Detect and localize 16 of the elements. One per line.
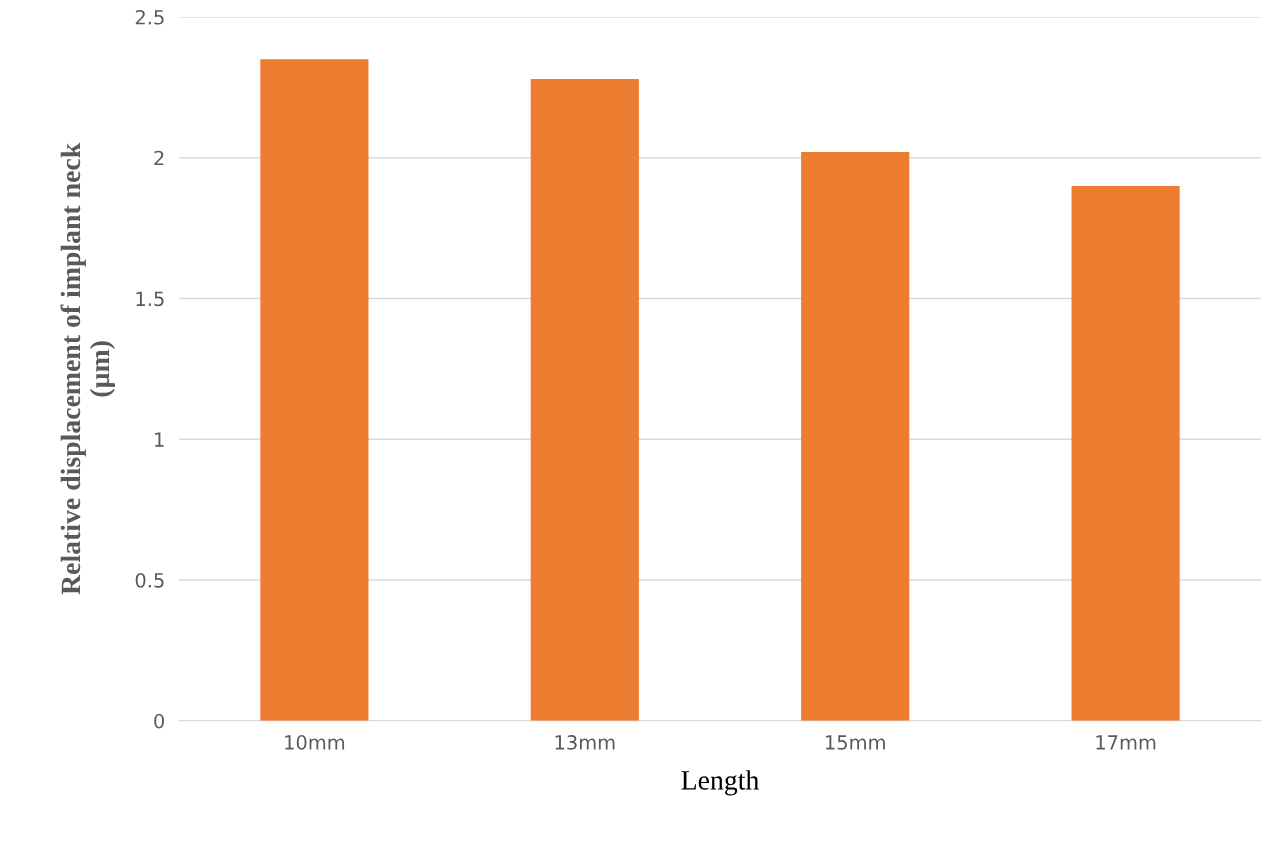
y-tick-label: 2	[154, 150, 164, 166]
x-tick-label: 15mm	[826, 735, 885, 750]
y-tick-label: 1.5	[136, 291, 164, 307]
x-axis-title: Length	[681, 770, 759, 796]
y-tick-label: 1	[155, 432, 164, 447]
y-tick-label: 0	[154, 713, 165, 729]
bar	[801, 152, 910, 721]
y-tick-label: 0.5	[135, 572, 164, 588]
x-tick-label: 10mm	[285, 735, 345, 750]
bar	[260, 59, 369, 721]
x-tick-label: 13mm	[555, 735, 615, 750]
bar	[530, 78, 639, 721]
y-axis-title: Relative displacement of implant neck (µm)	[60, 142, 115, 595]
bar	[1071, 185, 1180, 721]
y-tick-label: 2.5	[135, 9, 164, 25]
x-tick-label: 17mm	[1096, 735, 1156, 750]
